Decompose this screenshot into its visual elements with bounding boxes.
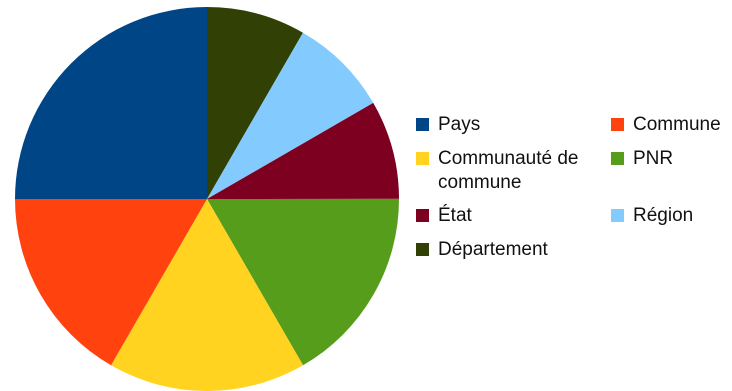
pie-slice-departement xyxy=(207,6,303,199)
legend-item-communaute-de-commune: Communauté de commune xyxy=(416,147,601,195)
legend-label-region: Région xyxy=(633,205,694,226)
legend-label-commune: Commune xyxy=(633,114,721,135)
legend-item-commune: Commune xyxy=(611,113,731,137)
legend-item-pnr: PNR xyxy=(611,147,731,171)
legend-label-pnr: PNR xyxy=(633,148,674,169)
legend-swatch-commune xyxy=(611,118,624,131)
pie-slice-communaute-de-commune xyxy=(111,199,304,391)
pie-slice-region xyxy=(207,32,374,200)
pie-slice-pnr xyxy=(207,198,400,366)
legend-item-departement: Département xyxy=(416,238,616,262)
legend-label-departement: Département xyxy=(438,239,548,260)
legend-swatch-pnr xyxy=(611,152,624,165)
legend-label-pays: Pays xyxy=(438,114,481,135)
legend-label-communaute-de-commune: Communauté de commune xyxy=(438,148,579,193)
legend-swatch-etat xyxy=(416,209,429,222)
pie-slice-etat xyxy=(207,102,399,199)
legend-swatch-pays xyxy=(416,118,429,131)
legend-label-etat: État xyxy=(438,205,472,226)
legend-item-pays: Pays xyxy=(416,113,596,137)
legend-swatch-region xyxy=(611,209,624,222)
pie-slice-commune xyxy=(14,199,207,366)
pie-slice-pays xyxy=(15,7,207,199)
legend-swatch-communaute-de-commune xyxy=(416,152,429,165)
legend-swatch-departement xyxy=(416,243,429,256)
legend-item-etat: État xyxy=(416,204,596,228)
legend-item-region: Région xyxy=(611,204,731,228)
